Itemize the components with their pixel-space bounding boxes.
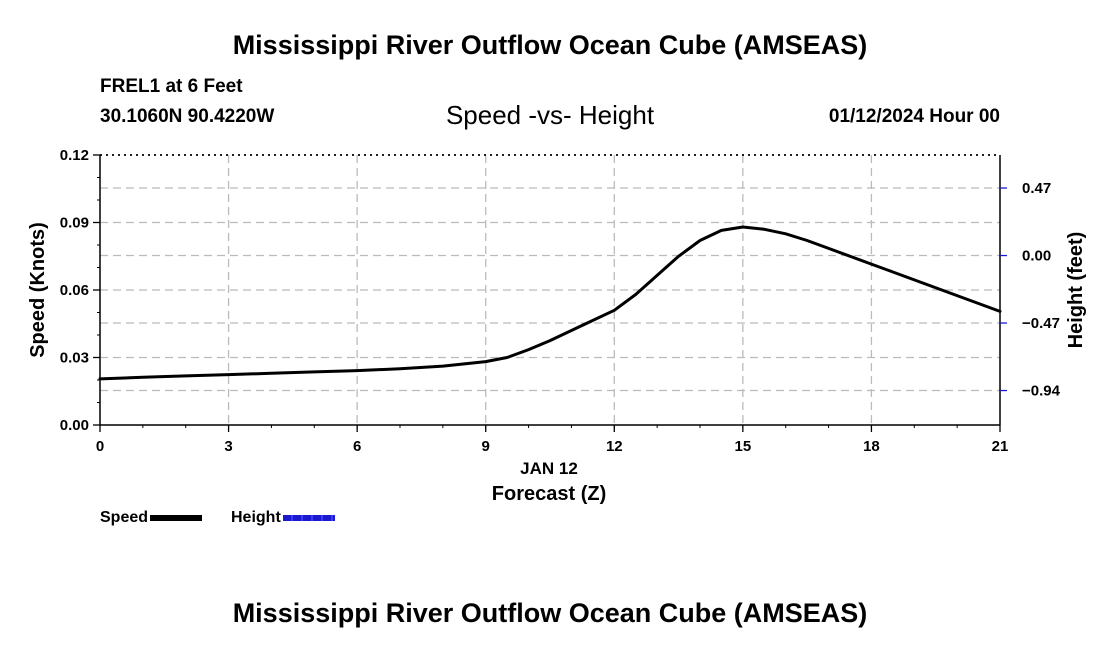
chart-subtitle: Speed -vs- Height	[445, 100, 655, 130]
footer-title: Mississippi River Outflow Ocean Cube (AM…	[232, 598, 868, 628]
main-title: Mississippi River Outflow Ocean Cube (AM…	[232, 30, 868, 60]
legend-speed-label: Speed	[100, 509, 149, 526]
y2-tick-label: −0.47	[1022, 315, 1060, 332]
series-line-speed	[98, 225, 1002, 381]
x-tick-label: 0	[96, 438, 104, 455]
legend-height: Height	[231, 509, 335, 527]
legend-speed: Speed	[100, 509, 203, 527]
legend-speed-swatch	[150, 515, 203, 521]
station-label: FREL1 at 6 Feet	[100, 76, 243, 97]
x-date-label: JAN 12	[520, 459, 578, 478]
station-coordinates: 30.1060N 90.4220W	[100, 106, 275, 127]
y2-axis-label: Height (feet)	[1065, 232, 1087, 349]
y-tick-label: 0.03	[60, 350, 89, 367]
x-tick-label: 9	[482, 438, 490, 455]
y-tick-label: 0.12	[60, 147, 89, 164]
y-tick-label: 0.00	[60, 417, 89, 434]
x-tick-label: 21	[992, 438, 1009, 455]
legend-height-swatch	[282, 515, 335, 521]
x-axis-label: Forecast (Z)	[492, 483, 606, 505]
x-tick-label: 12	[606, 438, 623, 455]
x-tick-label: 18	[863, 438, 880, 455]
legend-height-label: Height	[231, 509, 281, 526]
forecast-datetime: 01/12/2024 Hour 00	[828, 106, 1000, 127]
x-tick-label: 6	[353, 438, 361, 455]
x-tick-label: 3	[224, 438, 232, 455]
y-tick-label: 0.09	[60, 215, 89, 232]
y2-tick-label: −0.94	[1022, 383, 1061, 400]
y2-tick-label: 0.47	[1022, 180, 1051, 197]
y-tick-label: 0.06	[60, 282, 89, 299]
y2-tick-label: 0.00	[1022, 248, 1051, 265]
x-tick-label: 15	[735, 438, 752, 455]
y-axis-label: Speed (Knots)	[27, 222, 49, 358]
